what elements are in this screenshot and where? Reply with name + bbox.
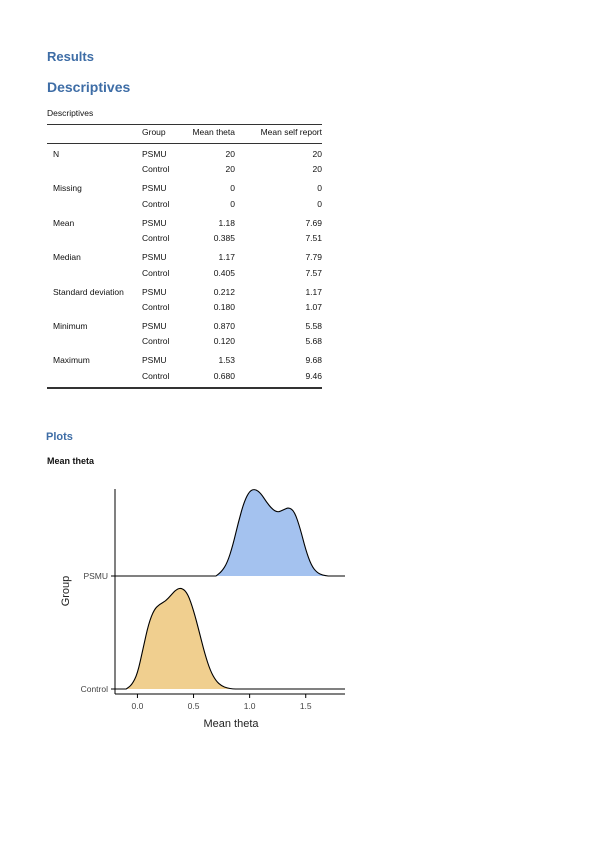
cell-mean-theta: 1.53 <box>218 355 235 366</box>
cell-mean-self-report: 20 <box>312 149 322 159</box>
row-stat-label: Median <box>53 252 81 263</box>
cell-group: PSMU <box>142 286 167 297</box>
cell-group: Control <box>142 233 170 244</box>
cell-mean-theta: 0.405 <box>213 267 235 278</box>
y-tick-label-control: Control <box>81 684 109 694</box>
y-axis-title: Group <box>60 576 72 607</box>
cell-mean-theta: 0 <box>230 183 235 194</box>
cell-mean-theta: 0.870 <box>213 321 235 331</box>
cell-mean-theta: 0.680 <box>213 370 235 381</box>
cell-mean-theta: 0.212 <box>213 286 235 297</box>
x-axis-title: Mean theta <box>203 718 259 730</box>
cell-mean-self-report: 5.68 <box>305 336 322 347</box>
cell-mean-self-report: 1.07 <box>305 301 322 312</box>
row-stat-label: Missing <box>53 183 82 194</box>
header-mean-self-report: Mean self report <box>260 127 322 137</box>
row-stat-label: Maximum <box>53 355 90 366</box>
density-outline-control <box>115 587 345 690</box>
cell-group: Control <box>142 301 170 312</box>
row-stat-label: N <box>53 149 60 159</box>
x-tick-label: 1.0 <box>244 701 256 711</box>
cell-mean-self-report: 0 <box>317 198 322 209</box>
plots-heading: Plots <box>46 431 73 443</box>
cell-group: Control <box>142 336 170 347</box>
cell-mean-theta: 1.17 <box>218 252 235 263</box>
cell-mean-self-report: 20 <box>312 164 322 175</box>
header-mean-theta: Mean theta <box>192 127 235 137</box>
cell-group: Control <box>142 198 170 209</box>
cell-mean-self-report: 0 <box>317 183 322 194</box>
row-stat-label: Mean <box>53 217 75 228</box>
x-tick-label: 0.0 <box>132 701 144 711</box>
cell-mean-theta: 0 <box>230 198 235 209</box>
cell-mean-self-report: 7.79 <box>305 252 322 263</box>
table-bottom-rule <box>47 387 322 389</box>
x-tick-label: 0.5 <box>188 701 200 711</box>
table-top-rule <box>47 124 322 125</box>
cell-group: PSMU <box>142 149 167 159</box>
cell-mean-theta: 0.385 <box>213 233 235 244</box>
cell-mean-self-report: 9.46 <box>305 370 322 381</box>
density-area-control <box>115 588 345 689</box>
cell-group: Control <box>142 267 170 278</box>
cell-group: PSMU <box>142 355 167 366</box>
cell-mean-theta: 1.18 <box>218 217 235 228</box>
cell-mean-self-report: 7.57 <box>305 267 322 278</box>
cell-group: Control <box>142 164 170 175</box>
row-stat-label: Minimum <box>53 321 88 331</box>
cell-mean-theta: 20 <box>225 149 235 159</box>
x-tick-label: 1.5 <box>300 701 312 711</box>
density-outline-psmu <box>115 489 345 577</box>
cell-group: PSMU <box>142 217 167 228</box>
results-heading: Results <box>47 49 94 64</box>
cell-mean-theta: 20 <box>225 164 235 175</box>
cell-mean-self-report: 7.69 <box>305 217 322 228</box>
y-tick-label-psmu: PSMU <box>83 571 108 581</box>
cell-mean-theta: 0.120 <box>213 336 235 347</box>
cell-mean-self-report: 1.17 <box>305 286 322 297</box>
cell-mean-self-report: 7.51 <box>305 233 322 244</box>
plot-title: Mean theta <box>47 456 95 466</box>
table-title: Descriptives <box>47 108 94 118</box>
cell-mean-theta: 0.180 <box>213 301 235 312</box>
table-header-rule <box>47 143 322 144</box>
cell-group: PSMU <box>142 321 167 331</box>
density-area-psmu <box>115 489 345 576</box>
cell-mean-self-report: 9.68 <box>305 355 322 366</box>
header-group: Group <box>142 127 166 137</box>
cell-group: PSMU <box>142 183 167 194</box>
row-stat-label: Standard deviation <box>53 286 124 297</box>
cell-group: Control <box>142 370 170 381</box>
descriptives-heading: Descriptives <box>47 79 131 95</box>
cell-group: PSMU <box>142 252 167 263</box>
cell-mean-self-report: 5.58 <box>305 321 322 331</box>
